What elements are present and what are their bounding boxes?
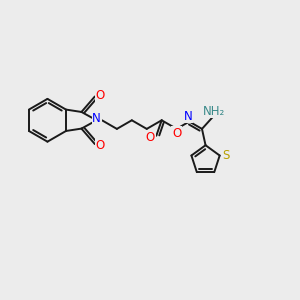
Text: NH₂: NH₂ — [203, 105, 225, 118]
Text: O: O — [172, 127, 181, 140]
Text: O: O — [146, 131, 155, 144]
Text: O: O — [95, 139, 104, 152]
Text: S: S — [223, 149, 230, 162]
Text: N: N — [183, 110, 192, 123]
Text: O: O — [95, 88, 104, 101]
Text: N: N — [92, 112, 101, 125]
